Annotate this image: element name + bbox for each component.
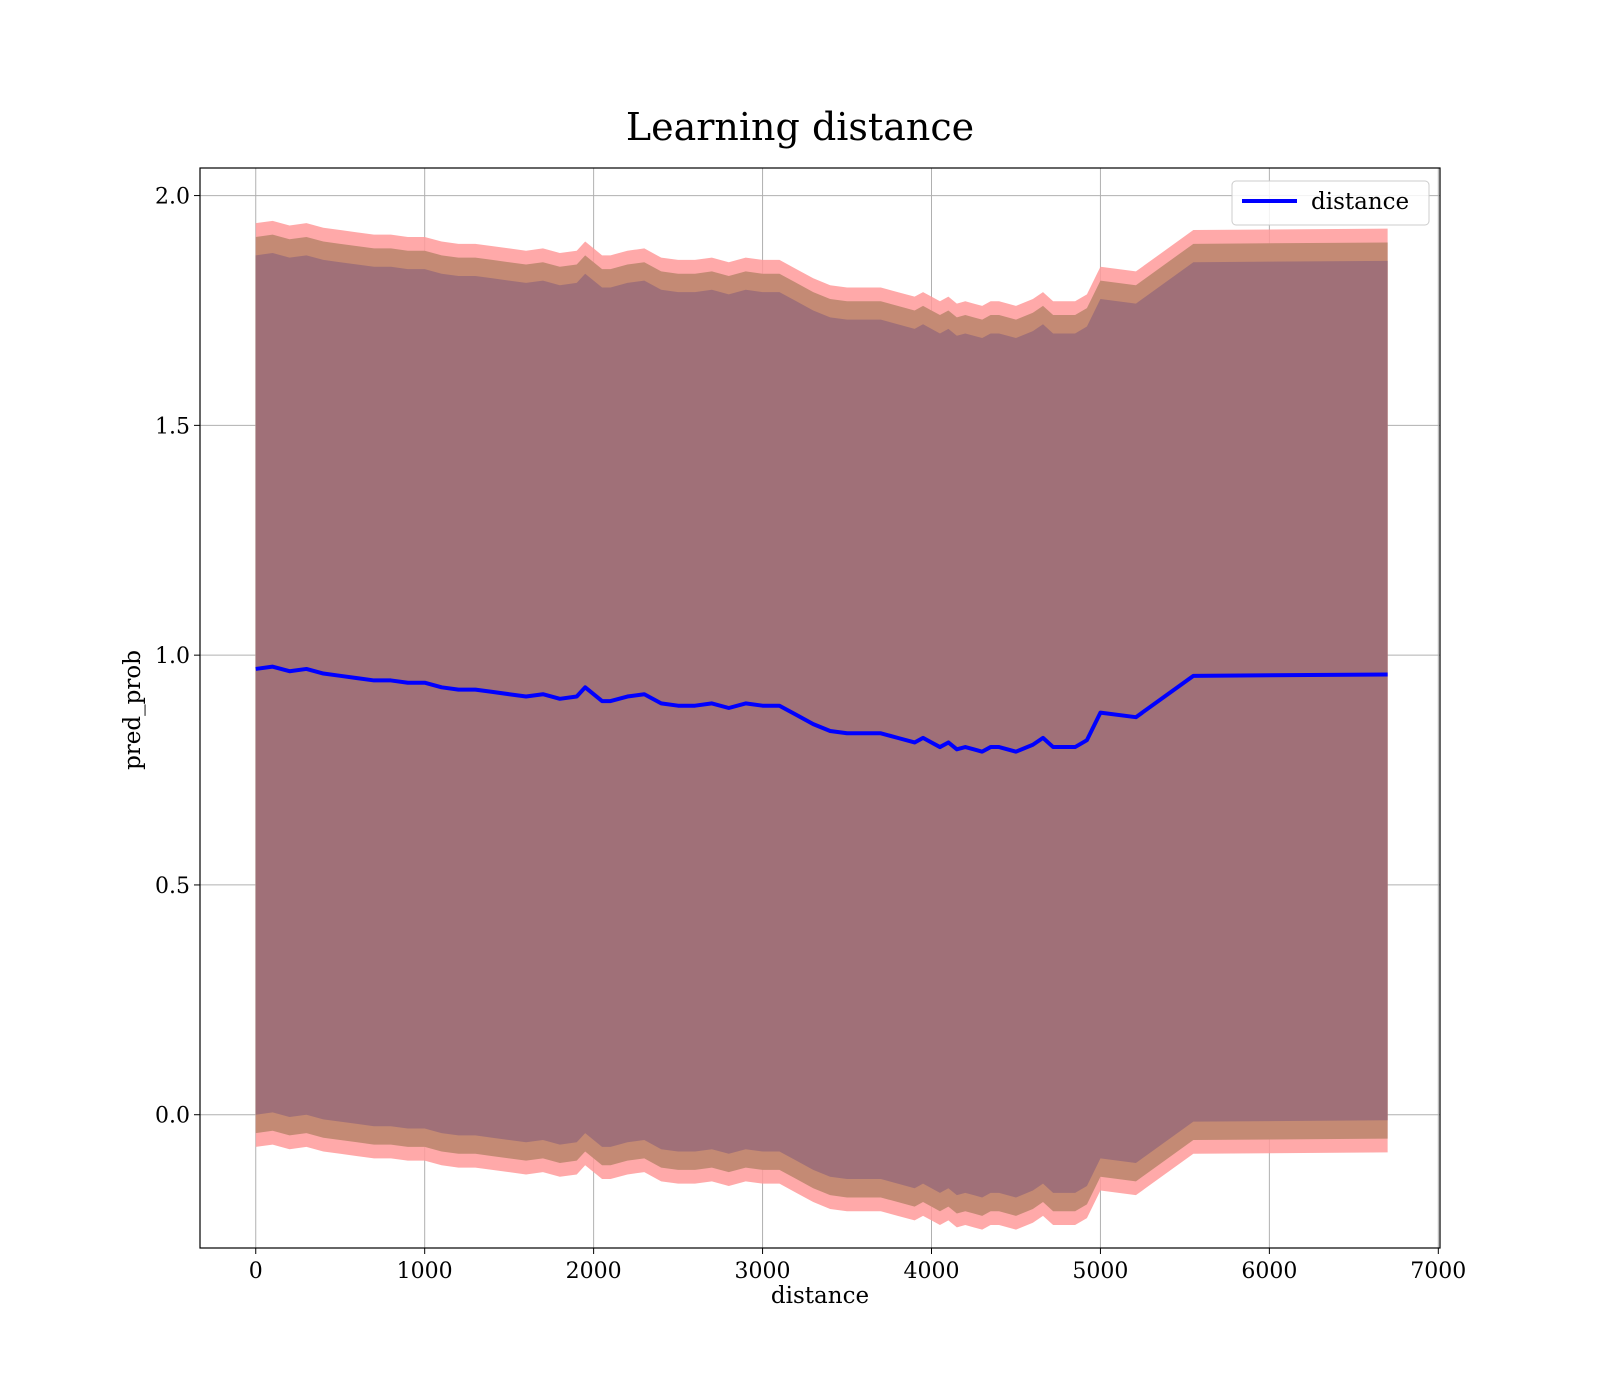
x-tick-label: 1000 — [397, 1259, 453, 1284]
axis-ticks: 0 1000 2000 3000 4000 5000 6000 7000 0.0 0.5 1.0 1.… — [155, 185, 1466, 1284]
legend-box — [1231, 180, 1430, 226]
x-tick-label: 3000 — [735, 1259, 791, 1284]
plot-frame — [199, 167, 1441, 1249]
y-tick-label: 1.0 — [155, 644, 190, 669]
x-tick-label: 2000 — [566, 1259, 622, 1284]
y-tick-label: 1.5 — [155, 414, 190, 439]
chart-title: Learning distance — [626, 105, 974, 149]
x-tick-label: 6000 — [1241, 1259, 1297, 1284]
legend: distance — [1231, 180, 1430, 226]
y-tick-label: 0.5 — [155, 874, 190, 899]
x-tick-label: 0 — [249, 1259, 263, 1284]
x-tick-label: 5000 — [1072, 1259, 1128, 1284]
x-tick-label: 7000 — [1410, 1259, 1466, 1284]
x-axis-label: distance — [771, 1283, 869, 1309]
y-tick-label: 0.0 — [155, 1104, 190, 1129]
y-tick-label: 2.0 — [155, 185, 190, 210]
legend-label: distance — [1311, 189, 1409, 215]
y-axis-label: pred_prob — [120, 650, 146, 770]
uncertainty-bands — [255, 220, 1388, 1230]
x-tick-label: 4000 — [903, 1259, 959, 1284]
band-inner — [255, 253, 1388, 1198]
series-lines — [255, 664, 1388, 754]
